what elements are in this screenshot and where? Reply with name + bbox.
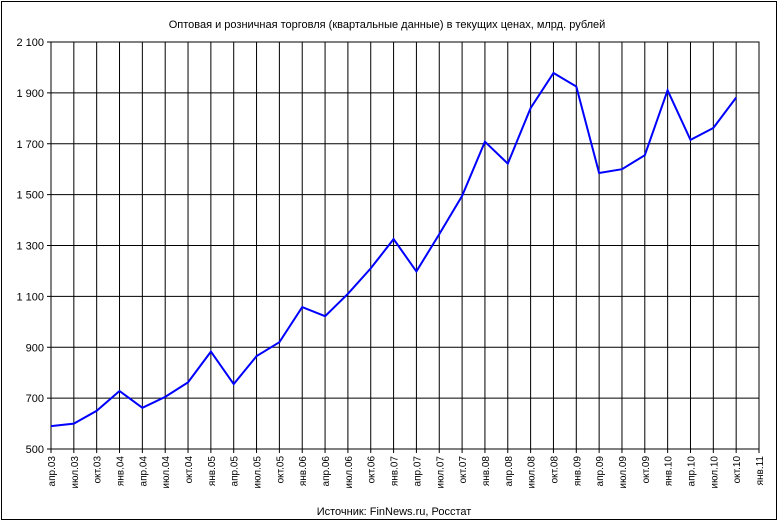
x-tick-label: окт.09 bbox=[641, 456, 652, 484]
x-tick-label: янв.08 bbox=[481, 456, 492, 487]
x-tick-label: апр.03 bbox=[47, 456, 58, 487]
x-tick-label: янв.04 bbox=[116, 456, 127, 487]
x-tick-label: апр.05 bbox=[230, 456, 241, 487]
x-tick-label: окт.05 bbox=[275, 456, 286, 484]
x-tick-label: апр.04 bbox=[138, 456, 149, 487]
x-tick-label: апр.10 bbox=[686, 456, 697, 487]
x-tick-label: окт.07 bbox=[458, 456, 469, 484]
x-tick-label: апр.09 bbox=[595, 456, 606, 487]
x-tick-label: окт.06 bbox=[367, 456, 378, 484]
y-tick-label: 1 100 bbox=[16, 291, 44, 303]
x-tick-label: июл.08 bbox=[527, 456, 538, 489]
x-tick-label: июл.07 bbox=[435, 456, 446, 489]
y-tick-label: 1 900 bbox=[16, 88, 44, 100]
plot-area bbox=[50, 41, 760, 450]
x-tick-label: июл.03 bbox=[70, 456, 81, 489]
y-tick-label: 1 300 bbox=[16, 241, 44, 253]
series-line bbox=[50, 71, 737, 428]
x-tick-label: июл.06 bbox=[344, 456, 355, 489]
chart-source: Источник: FinNews.ru, Росстат bbox=[317, 506, 472, 518]
grid-lines bbox=[51, 41, 759, 450]
x-tick-label: окт.03 bbox=[93, 456, 104, 484]
x-tick-label: июл.09 bbox=[618, 456, 629, 489]
chart-title: Оптовая и розничная торговля (квартальны… bbox=[169, 19, 606, 31]
y-axis-ticks: 500 700 900 1 100 1 300 1 500 1 700 1 900 2 100 bbox=[16, 37, 51, 456]
x-tick-label: июл.05 bbox=[253, 456, 264, 489]
x-tick-label: окт.04 bbox=[184, 456, 195, 484]
y-tick-label: 700 bbox=[26, 393, 44, 405]
y-tick-label: 1 700 bbox=[16, 139, 44, 151]
x-tick-label: окт.08 bbox=[549, 456, 560, 484]
x-tick-label: июл.04 bbox=[161, 456, 172, 489]
x-tick-label: янв.06 bbox=[298, 456, 309, 487]
x-tick-label: окт.10 bbox=[732, 456, 743, 484]
x-tick-label: июл.10 bbox=[709, 456, 720, 489]
x-tick-label: янв.05 bbox=[207, 456, 218, 487]
x-axis-ticks: апр.03 июл.03 окт.03 янв.04 апр.04 июл.04 окт.… bbox=[47, 449, 766, 489]
y-tick-label: 2 100 bbox=[16, 37, 44, 49]
x-tick-label: апр.07 bbox=[412, 456, 423, 487]
y-tick-label: 900 bbox=[26, 342, 44, 354]
x-tick-label: янв.07 bbox=[390, 456, 401, 487]
x-tick-label: янв.11 bbox=[755, 456, 766, 486]
x-tick-label: апр.06 bbox=[321, 456, 332, 487]
x-tick-label: янв.09 bbox=[572, 456, 583, 487]
y-tick-label: 500 bbox=[26, 444, 44, 456]
x-tick-label: апр.08 bbox=[504, 456, 515, 487]
x-tick-label: янв.10 bbox=[664, 456, 675, 487]
y-tick-label: 1 500 bbox=[16, 190, 44, 202]
